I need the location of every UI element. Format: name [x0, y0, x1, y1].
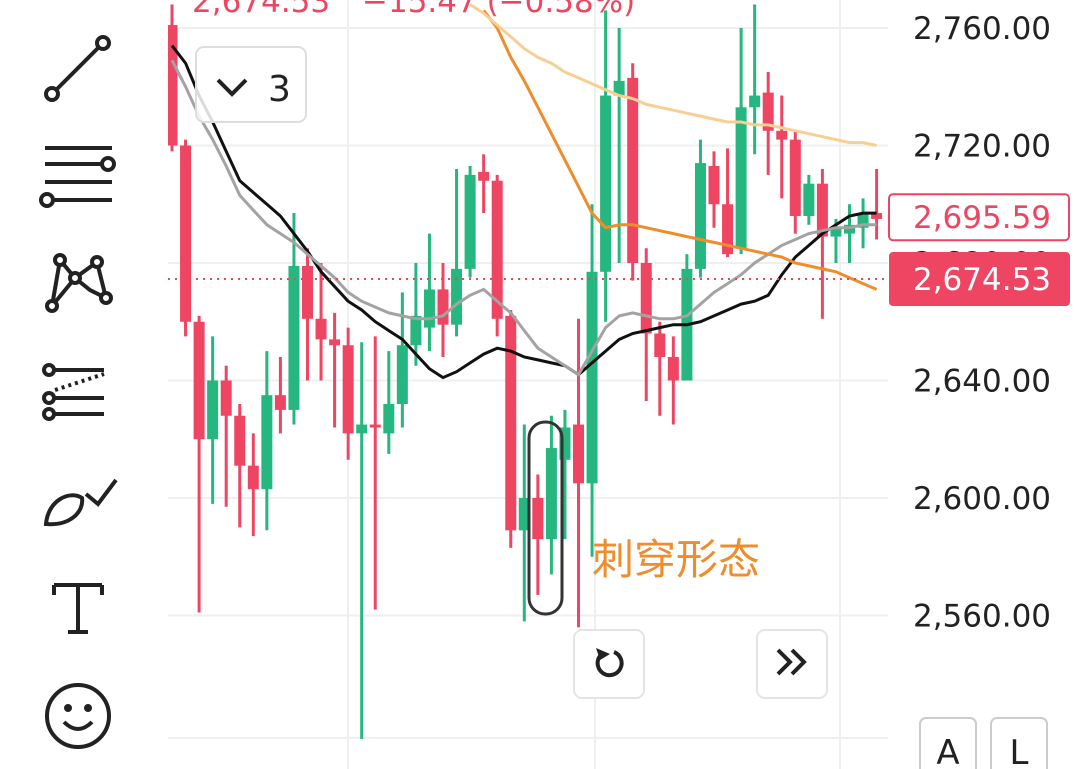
- last-price-box: [889, 252, 1070, 307]
- button-bg: [573, 629, 645, 699]
- candle-body: [857, 213, 869, 228]
- marker-price-label: 2,695.59: [913, 200, 1051, 236]
- candle-body: [830, 227, 842, 237]
- candle-body: [168, 25, 178, 146]
- y-tick-label: 2,600.00: [913, 481, 1051, 517]
- candle-body: [505, 315, 517, 531]
- toolbar: [39, 35, 118, 749]
- candle-body: [478, 171, 490, 181]
- collapse-button[interactable]: 3: [195, 46, 307, 123]
- annotation-outline: [527, 420, 564, 616]
- candle-body: [234, 415, 246, 466]
- y-tick-label: 2,560.00: [913, 598, 1051, 634]
- projection-tool[interactable]: [42, 363, 105, 421]
- moving-average: [482, 9, 878, 291]
- scroll-icon: [776, 648, 807, 676]
- candle-body: [789, 139, 801, 216]
- candle-body: [654, 333, 666, 357]
- button-bg: [919, 717, 977, 769]
- auto-button[interactable]: A: [919, 717, 977, 769]
- candle-body: [410, 315, 422, 346]
- scroll-button[interactable]: [756, 629, 828, 699]
- candle-body: [722, 204, 734, 255]
- y-tick-label: 2,720.00: [913, 128, 1051, 164]
- log-button[interactable]: L: [990, 717, 1048, 769]
- candle-body: [302, 265, 313, 319]
- candle-body: [708, 166, 720, 205]
- log-label: L: [1010, 733, 1029, 769]
- candle-body: [288, 265, 300, 410]
- y-tick-label: 2,760.00: [913, 11, 1051, 47]
- reset-icon: [595, 650, 624, 678]
- candle-body: [220, 380, 232, 416]
- candle-body: [451, 268, 463, 325]
- y-tick-label: 2,640.00: [913, 363, 1051, 399]
- candle-body: [356, 424, 368, 434]
- candle-body: [640, 262, 652, 334]
- candle-body: [315, 318, 327, 340]
- candle-body: [749, 95, 761, 108]
- candle-body: [545, 448, 557, 540]
- candle-body: [627, 77, 639, 263]
- moving-average: [170, 59, 877, 377]
- button-bg: [756, 629, 828, 699]
- candle-body: [776, 130, 788, 140]
- candle-body: [369, 424, 381, 428]
- candle-body: [329, 339, 341, 346]
- candle-body: [667, 356, 679, 381]
- reset-arrow: [596, 648, 610, 660]
- candle-body: [586, 271, 598, 484]
- candle-body: [613, 80, 625, 96]
- candle-body: [423, 289, 435, 328]
- candle-body: [871, 213, 883, 219]
- candle-body: [180, 145, 192, 322]
- fib-tool[interactable]: [39, 146, 116, 208]
- auto-label: A: [936, 733, 959, 769]
- trend-line-tool[interactable]: [44, 35, 111, 102]
- candle-body: [261, 395, 273, 490]
- candle-body: [383, 403, 395, 434]
- chevron-icon: [216, 78, 248, 97]
- annotation: 刺穿形态: [592, 535, 760, 584]
- header-price: 2,674.53: [192, 0, 330, 20]
- candle-body: [532, 497, 544, 540]
- candle-body: [735, 107, 747, 249]
- candle-body: [600, 95, 612, 272]
- candle-body: [559, 427, 571, 460]
- button-bg: [195, 46, 307, 123]
- collapse-count: 3: [268, 69, 291, 110]
- candle-body: [437, 289, 449, 325]
- candle-body: [342, 345, 354, 434]
- pattern-tool[interactable]: [45, 253, 113, 313]
- candle-body: [803, 183, 815, 216]
- candle-body: [491, 180, 503, 319]
- candle-body: [694, 163, 706, 269]
- moving-average: [170, 44, 877, 380]
- candle-body: [207, 380, 219, 440]
- marker-price-box: [888, 193, 1070, 242]
- candle-body: [816, 183, 828, 237]
- candle-body: [844, 224, 855, 234]
- button-bg: [990, 717, 1048, 769]
- candle-body: [518, 497, 530, 531]
- candle-body: [464, 174, 476, 269]
- reset-button[interactable]: [573, 629, 645, 699]
- moving-average: [469, 3, 877, 147]
- candle-body: [573, 424, 584, 484]
- last-price-label: 2,674.53: [913, 262, 1051, 298]
- plot: [168, 3, 888, 739]
- candle-body: [762, 92, 774, 131]
- brush-tool[interactable]: [43, 478, 118, 527]
- candle-body: [193, 321, 205, 440]
- candle-body: [247, 465, 259, 490]
- candle-body: [274, 395, 286, 410]
- text-tool[interactable]: [52, 583, 104, 634]
- candle-body: [396, 345, 408, 404]
- header-change: −15.47 (−0.58%): [362, 0, 635, 20]
- emoji-tool[interactable]: [45, 683, 111, 749]
